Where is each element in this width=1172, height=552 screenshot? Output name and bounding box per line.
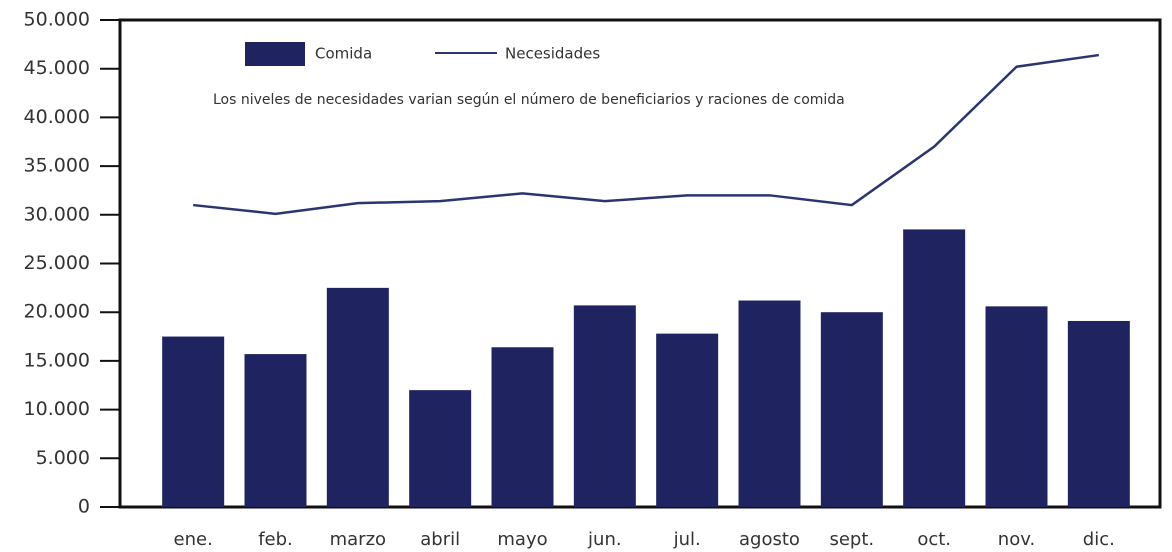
bar (903, 229, 966, 507)
x-tick-label: jun. (587, 529, 622, 550)
bar (409, 390, 472, 507)
line (193, 53, 1100, 216)
y-tick-label: 10.000 (24, 398, 90, 420)
legend-label: Necesidades (505, 45, 600, 63)
bar (738, 300, 801, 507)
y-tick-label: 5.000 (36, 447, 90, 469)
bar (820, 312, 883, 507)
bar (244, 354, 307, 507)
legend-swatch (245, 42, 305, 66)
x-tick-label: dic. (1083, 529, 1115, 550)
y-tick-label: 25.000 (24, 252, 90, 274)
x-tick-label: jul. (673, 529, 701, 550)
bar (1067, 320, 1130, 507)
annotation: Los niveles de necesidades varian según … (213, 92, 845, 108)
x-tick-label: marzo (330, 529, 386, 550)
x-tick-label: oct. (917, 529, 951, 550)
x-tick-label: mayo (497, 529, 547, 550)
x-tick-label: ene. (174, 529, 213, 550)
bar (656, 333, 719, 507)
x-tick-label: agosto (739, 529, 800, 550)
x-tick-label: sept. (829, 529, 874, 550)
bar (573, 305, 636, 507)
y-tick-label: 45.000 (24, 57, 90, 79)
y-tick-label: 20.000 (24, 301, 90, 323)
y-tick-label: 15.000 (24, 349, 90, 371)
y-tick-label: 0 (78, 496, 90, 518)
x-tick-label: abril (420, 529, 460, 550)
bar (162, 336, 225, 507)
y-tick-label: 30.000 (24, 203, 90, 225)
bar (985, 306, 1048, 507)
bar (326, 287, 389, 507)
legend-label: Comida (315, 45, 372, 63)
y-tick-label: 40.000 (24, 106, 90, 128)
x-tick-label: feb. (258, 529, 293, 550)
bar (491, 347, 554, 507)
x-tick-label: nov. (998, 529, 1035, 550)
y-tick-label: 35.000 (24, 155, 90, 177)
y-tick-label: 50.000 (24, 9, 90, 31)
